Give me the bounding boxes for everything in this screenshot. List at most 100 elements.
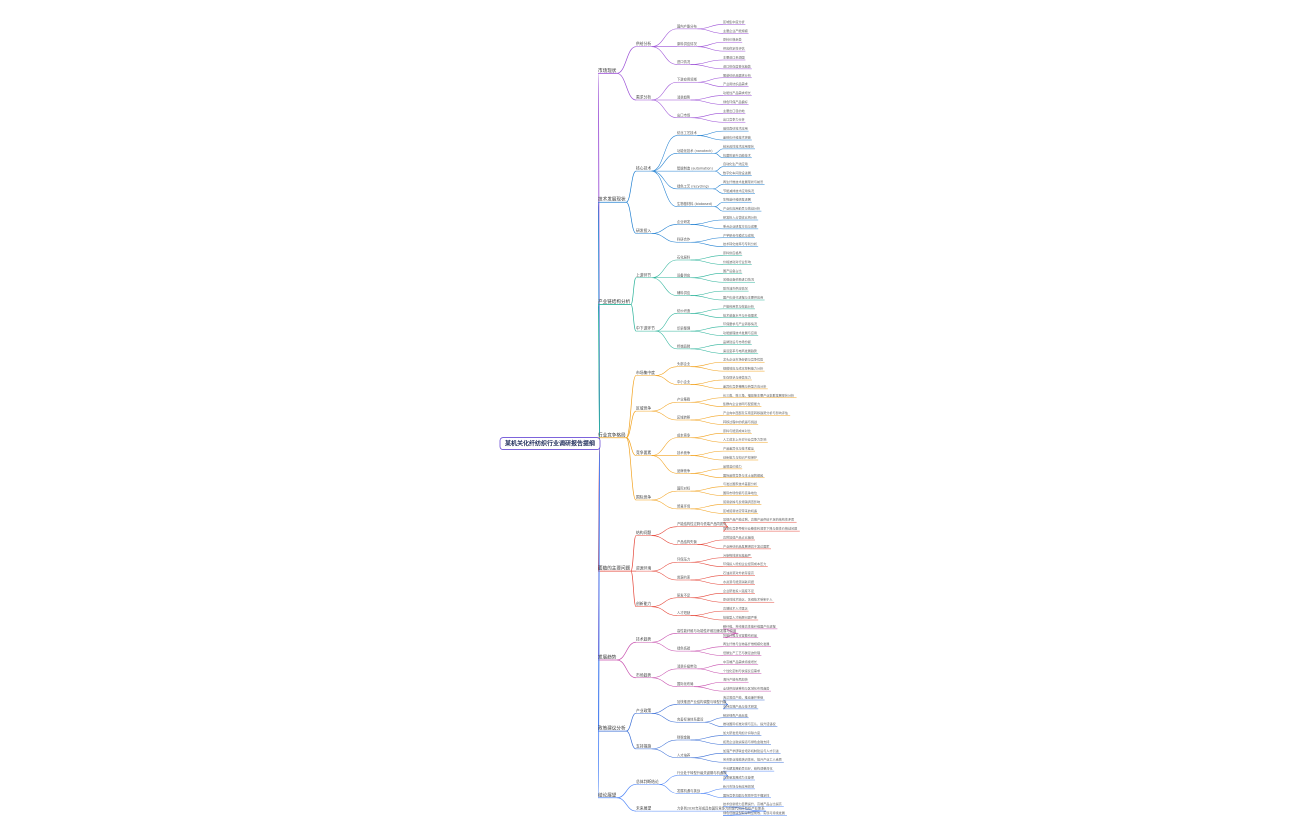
node-label-depth-4[interactable]: 再生纤维技术发展现状与前景 — [723, 179, 763, 184]
node-label-depth-3[interactable]: 辅料供应 — [677, 290, 691, 295]
node-label-depth-4[interactable]: 自动化生产线应用 — [723, 161, 748, 166]
node-label-depth-4[interactable]: 差别化纤维技术突破 — [723, 135, 751, 140]
node-label-depth-4[interactable]: 长三角、珠三角、福建等主要产业集群发展现状分析 — [723, 392, 794, 397]
node-label-depth-4[interactable]: 供应稳定性评估 — [723, 46, 745, 51]
node-label-depth-4[interactable]: 原料供应格局 — [723, 250, 742, 255]
node-label-depth-4[interactable]: 规模效应与成本控制能力分析 — [723, 366, 763, 371]
node-label-depth-4[interactable]: 价格波动对行业影响 — [723, 259, 751, 264]
node-label-depth-3[interactable]: 人才短缺 — [677, 610, 691, 615]
node-label-depth-4[interactable]: 拓宽企业融资渠道与绿色金融支持 — [723, 739, 769, 744]
node-label-depth-4[interactable]: 企业研发投入强度不足 — [723, 588, 754, 593]
node-label-depth-2[interactable]: 竞争要素 — [636, 450, 651, 455]
node-label-depth-4[interactable]: 高端技术人才匮乏 — [723, 606, 748, 611]
node-label-depth-4[interactable]: 品牌建设与市场份额 — [723, 339, 751, 344]
node-label-depth-4[interactable]: 绿色低碳转型取得明显成效，实现可持续发展 — [723, 810, 785, 815]
node-label-depth-3[interactable]: 人才培养 — [677, 752, 691, 757]
node-label-depth-4[interactable]: 高附加值产品占比偏低 — [723, 535, 754, 540]
node-label-depth-4[interactable]: 中高端产品需求持续增长 — [723, 659, 757, 664]
node-label-depth-4[interactable]: 区域贸易协定带来的机遇 — [723, 508, 757, 513]
node-label-depth-3[interactable]: 中小企业 — [677, 379, 691, 384]
node-label-depth-3[interactable]: 资源约束 — [677, 575, 691, 580]
node-label-depth-3[interactable]: 功能化技术 (nanotech) — [677, 148, 713, 153]
node-label-depth-3[interactable]: 石化原料 — [677, 255, 691, 260]
node-label-depth-1[interactable]: 行业竞争格局 — [598, 431, 626, 438]
node-label-depth-4[interactable]: 制定绿色产品标准 — [723, 712, 748, 717]
node-label-depth-4[interactable]: 功能整理技术发展与应用 — [723, 330, 757, 335]
node-label-depth-4[interactable]: 原料价格走势 — [723, 37, 742, 42]
node-label-depth-4[interactable]: 纳米改性技术应用现状 — [723, 143, 754, 148]
node-label-depth-4[interactable]: 加强产学研联合培养机制建设与人才引进 — [723, 748, 779, 753]
node-label-depth-3[interactable]: 力争到2030年形成具有国际竞争力的现代化纤纺织产业体系 — [677, 806, 765, 811]
node-label-depth-2[interactable]: 未来展望 — [636, 806, 651, 811]
node-label-depth-4[interactable]: 集群内企业协同与配套能力 — [723, 401, 760, 406]
node-label-depth-3[interactable]: 智能制造 (automation) — [677, 166, 713, 171]
node-label-depth-1[interactable]: 市场现状 — [598, 67, 617, 74]
node-label-depth-1[interactable]: 结论展望 — [598, 791, 617, 798]
node-label-depth-4[interactable]: 熔体直纺技术应用 — [723, 126, 748, 131]
node-label-depth-4[interactable]: 技能型人才断层问题严重 — [723, 615, 757, 620]
node-label-depth-2[interactable]: 需求分析 — [636, 95, 651, 100]
node-label-depth-4[interactable]: 功能性产品需求增长 — [723, 90, 751, 95]
node-label-depth-4[interactable]: 产能利用率与效益分析 — [723, 303, 754, 308]
node-label-depth-2[interactable]: 资源环境 — [636, 566, 651, 571]
node-label-depth-4[interactable]: 环保投入增加企业经营成本压力 — [723, 561, 766, 566]
node-label-depth-4[interactable]: 渠道变革与电商发展趋势 — [723, 348, 757, 353]
node-label-depth-2[interactable]: 供给分析 — [636, 41, 651, 46]
node-label-depth-4[interactable]: 中长期发展前景向好，结构调整深化 — [723, 766, 773, 771]
node-label-depth-4[interactable]: 石油资源对外依存度高 — [723, 570, 754, 575]
node-label-depth-3[interactable]: 技术竞争 — [677, 450, 691, 455]
node-label-depth-3[interactable]: 加快推进产业结构调整与转型升级 — [677, 699, 727, 704]
node-label-depth-4[interactable]: 再生纤维与生物基纤维规模化发展 — [723, 641, 769, 646]
node-label-depth-3[interactable]: 纺纱织造 — [677, 308, 691, 313]
node-label-depth-4[interactable]: 重点企业研发方向与成果 — [723, 223, 757, 228]
root-node[interactable] — [499, 437, 601, 450]
node-label-depth-4[interactable]: 高质量发展成为主旋律 — [723, 775, 754, 780]
node-label-depth-3[interactable]: 出口市场 — [677, 112, 691, 117]
node-label-depth-4[interactable]: 产品差异化与技术壁垒 — [723, 446, 754, 451]
node-label-depth-3[interactable]: 国际对标 — [677, 486, 691, 491]
node-label-depth-3[interactable]: 产业集群 — [677, 397, 691, 402]
node-label-depth-4[interactable]: 产业向中西部及东南亚转移趋势分析与影响评估 — [723, 410, 788, 415]
node-label-depth-4[interactable]: 主要进口来源国 — [723, 55, 745, 60]
node-label-depth-2[interactable]: 产业政策 — [636, 708, 651, 713]
node-label-depth-4[interactable]: 与发达国家技术差距分析 — [723, 481, 757, 486]
node-label-depth-3[interactable]: 国际化布局 — [677, 681, 693, 686]
node-label-depth-3[interactable]: 下游应用领域 — [677, 77, 697, 82]
node-label-depth-4[interactable]: 水资源与能源消耗问题 — [723, 579, 754, 584]
node-label-depth-4[interactable]: 低碳生产工艺与碳足迹管理 — [723, 650, 760, 655]
node-label-depth-4[interactable]: 技术装备水平与升级需求 — [723, 312, 757, 317]
node-label-depth-4[interactable]: 数字化车间建设进展 — [723, 170, 751, 175]
node-label-depth-4[interactable]: 转移过程中的机遇与挑战 — [723, 419, 757, 424]
node-label-depth-4[interactable]: 技术转化效率与专利分析 — [723, 241, 757, 246]
node-label-depth-3[interactable]: 品牌竞争 — [677, 468, 691, 473]
node-label-depth-3[interactable]: 高性能纤维与功能性纤维加速发展与应用 — [677, 628, 736, 633]
node-label-depth-3[interactable]: 环保压力 — [677, 557, 690, 562]
node-label-depth-3[interactable]: 头部企业 — [677, 361, 691, 366]
node-label-depth-4[interactable]: 抗菌防紫外功能技术 — [723, 152, 751, 157]
node-label-depth-4[interactable]: 原创性技术缺乏、关键技术受制于人 — [723, 597, 773, 602]
node-label-depth-4[interactable]: 生存现状与经营压力 — [723, 375, 751, 380]
node-label-depth-4[interactable]: 国际竞争加剧与贸易环境不确定性 — [723, 792, 769, 797]
node-label-depth-3[interactable]: 消费升级带动 — [677, 663, 697, 668]
node-label-depth-1[interactable]: 产业链结构分析 — [598, 298, 631, 305]
node-label-depth-4[interactable]: 全球供应链重构与区域化布局趋势 — [723, 686, 769, 691]
node-label-depth-3[interactable]: 企业研发 — [677, 219, 691, 224]
node-label-depth-4[interactable]: 产业用纺织品发展滞后于发达国家 — [723, 543, 769, 548]
node-label-depth-2[interactable]: 上游环节 — [636, 272, 651, 277]
node-label-depth-4[interactable]: 主要企业产能规模 — [723, 28, 748, 33]
node-label-depth-4[interactable]: 产业化应用前景与挑战分析 — [723, 206, 760, 211]
node-label-depth-2[interactable]: 支持措施 — [636, 743, 651, 748]
node-label-depth-2[interactable]: 总体判断结论 — [636, 779, 659, 784]
node-label-depth-1[interactable]: 技术发展现状 — [598, 196, 626, 203]
node-label-depth-4[interactable]: 品牌溢价能力 — [723, 463, 742, 468]
node-label-depth-3[interactable]: 消费趋势 — [677, 95, 691, 100]
node-label-depth-2[interactable]: 研发投入 — [636, 228, 651, 233]
node-label-depth-3[interactable]: 产品结构失衡 — [677, 539, 697, 544]
node-label-depth-2[interactable]: 市场集中度 — [636, 370, 655, 375]
node-label-depth-4[interactable]: 支持高端产品与技术研发 — [723, 703, 757, 708]
node-label-depth-4[interactable]: 产业用纺织品需求 — [723, 81, 748, 86]
node-label-depth-4[interactable]: 龙头企业市场份额与竞争优势 — [723, 357, 763, 362]
node-label-depth-3[interactable]: 研发不足 — [677, 592, 691, 597]
node-label-depth-4[interactable]: 差异化竞争策略与转型方向分析 — [723, 383, 766, 388]
node-label-depth-4[interactable]: 碳纤维、芳纶等高性能纤维国产化进程 — [723, 623, 776, 628]
